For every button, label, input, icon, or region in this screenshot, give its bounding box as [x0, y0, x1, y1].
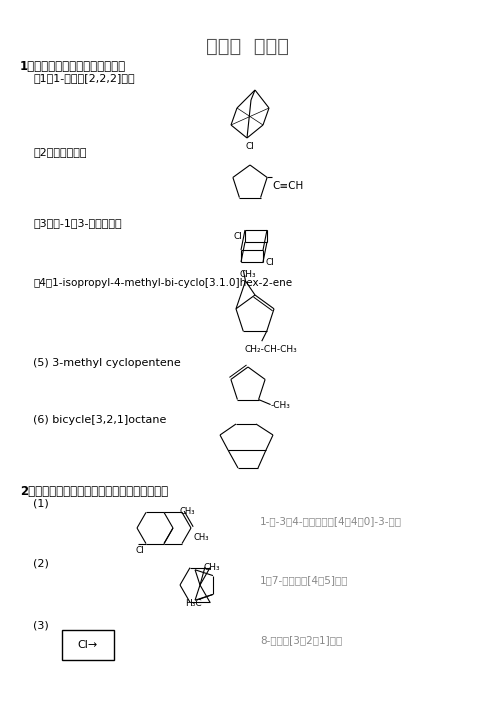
Text: (2): (2) — [33, 558, 49, 568]
Text: Cl→: Cl→ — [78, 640, 98, 650]
Text: Cl: Cl — [265, 258, 274, 267]
Text: (6) bicycle[3,2,1]octane: (6) bicycle[3,2,1]octane — [33, 415, 166, 425]
Text: 第五章  脂环烃: 第五章 脂环烃 — [206, 38, 290, 56]
Text: Cl: Cl — [233, 232, 242, 241]
Text: CH₂-CH-CH₃: CH₂-CH-CH₃ — [245, 345, 298, 355]
Text: (3): (3) — [33, 620, 49, 630]
Text: 1-氯-3，4-二甲基双环[4，4，0]-3-癸烯: 1-氯-3，4-二甲基双环[4，4，0]-3-癸烯 — [260, 516, 402, 526]
Text: -CH₃: -CH₃ — [271, 401, 291, 409]
Text: (1): (1) — [33, 498, 49, 508]
Text: CH₃: CH₃ — [204, 563, 221, 572]
Text: （2）环成基乙炔: （2）环成基乙炔 — [33, 147, 86, 157]
Text: CH₃: CH₃ — [240, 270, 256, 279]
Text: H₃C: H₃C — [185, 600, 201, 609]
Text: 1，7-二甲基螺[4，5]癸烷: 1，7-二甲基螺[4，5]癸烷 — [260, 575, 349, 585]
Text: （1）1-氯双环[2,2,2]辛烷: （1）1-氯双环[2,2,2]辛烷 — [33, 73, 134, 83]
Text: （4）1-isopropyl-4-methyl-bi-cyclo[3.1.0]hex-2-ene: （4）1-isopropyl-4-methyl-bi-cyclo[3.1.0]h… — [33, 278, 292, 288]
Bar — [62, 630, 114, 660]
Text: （3）反-1，3-二氯环丁烷: （3）反-1，3-二氯环丁烷 — [33, 218, 122, 228]
Text: Cl: Cl — [245, 142, 254, 151]
Text: CH₃: CH₃ — [180, 508, 195, 517]
Text: Cl: Cl — [136, 545, 145, 555]
Text: 8-氯双环[3，2，1]辛烷: 8-氯双环[3，2，1]辛烷 — [260, 635, 342, 645]
Text: 2、命名下列化合物（后三种包括英文命名）：: 2、命名下列化合物（后三种包括英文命名）： — [20, 485, 168, 498]
Text: 1、是写出下列化合物的结构式：: 1、是写出下列化合物的结构式： — [20, 60, 126, 73]
Text: CH₃: CH₃ — [193, 533, 208, 542]
Text: C≡CH: C≡CH — [272, 181, 304, 192]
Text: (5) 3-methyl cyclopentene: (5) 3-methyl cyclopentene — [33, 358, 181, 368]
